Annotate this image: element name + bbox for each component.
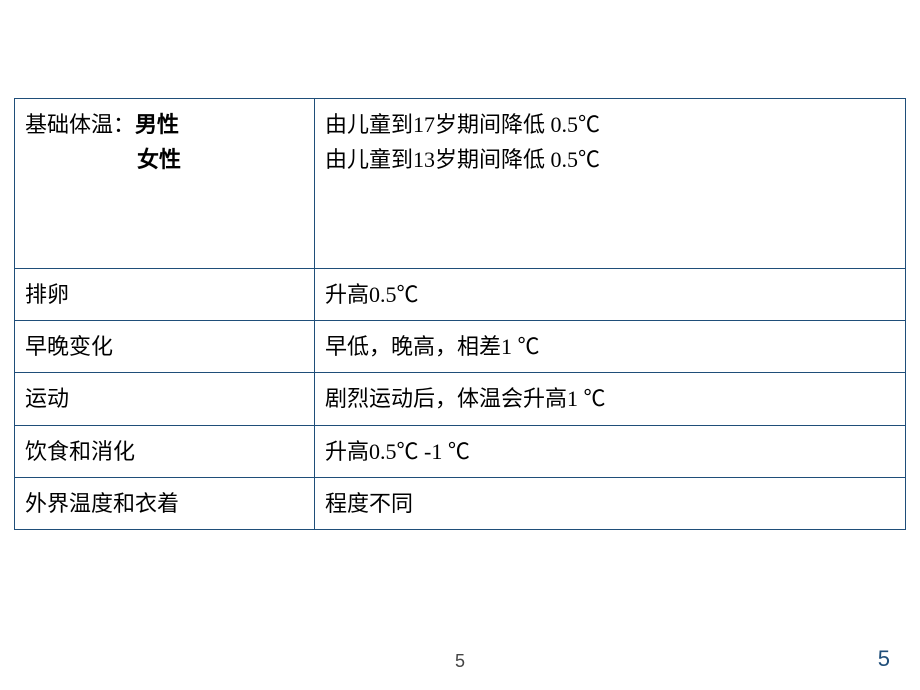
cell-right: 早低，晚高，相差1 ℃ bbox=[315, 321, 906, 373]
cell-right: 程度不同 bbox=[315, 477, 906, 529]
cell-left: 外界温度和衣着 bbox=[15, 477, 315, 529]
data-table: 基础体温：男性 女性 由儿童到17岁期间降低 0.5℃ 由儿童到13岁期间降低 … bbox=[14, 98, 906, 530]
table-row: 运动 剧烈运动后，体温会升高1 ℃ bbox=[15, 373, 906, 425]
cell-left: 饮食和消化 bbox=[15, 425, 315, 477]
body-temperature-table: 基础体温：男性 女性 由儿童到17岁期间降低 0.5℃ 由儿童到13岁期间降低 … bbox=[14, 98, 906, 530]
table-row: 基础体温：男性 女性 由儿童到17岁期间降低 0.5℃ 由儿童到13岁期间降低 … bbox=[15, 99, 906, 269]
page-number-right: 5 bbox=[878, 646, 890, 672]
table-row: 早晚变化 早低，晚高，相差1 ℃ bbox=[15, 321, 906, 373]
cell-left-basal-temp: 基础体温：男性 女性 bbox=[15, 99, 315, 269]
table-row: 饮食和消化 升高0.5℃ -1 ℃ bbox=[15, 425, 906, 477]
cell-left: 运动 bbox=[15, 373, 315, 425]
cell-right: 升高0.5℃ bbox=[315, 269, 906, 321]
label-male: 男性 bbox=[135, 112, 179, 137]
page-number-center: 5 bbox=[455, 651, 465, 672]
cell-left: 早晚变化 bbox=[15, 321, 315, 373]
cell-left: 排卵 bbox=[15, 269, 315, 321]
label-basal: 基础体温： bbox=[25, 112, 135, 137]
cell-right: 升高0.5℃ -1 ℃ bbox=[315, 425, 906, 477]
cell-right: 剧烈运动后，体温会升高1 ℃ bbox=[315, 373, 906, 425]
value-female: 由儿童到13岁期间降低 0.5℃ bbox=[325, 142, 895, 177]
table-row: 外界温度和衣着 程度不同 bbox=[15, 477, 906, 529]
value-male: 由儿童到17岁期间降低 0.5℃ bbox=[325, 107, 895, 142]
cell-right-basal-temp: 由儿童到17岁期间降低 0.5℃ 由儿童到13岁期间降低 0.5℃ bbox=[315, 99, 906, 269]
label-female: 女性 bbox=[25, 142, 304, 177]
table-row: 排卵 升高0.5℃ bbox=[15, 269, 906, 321]
